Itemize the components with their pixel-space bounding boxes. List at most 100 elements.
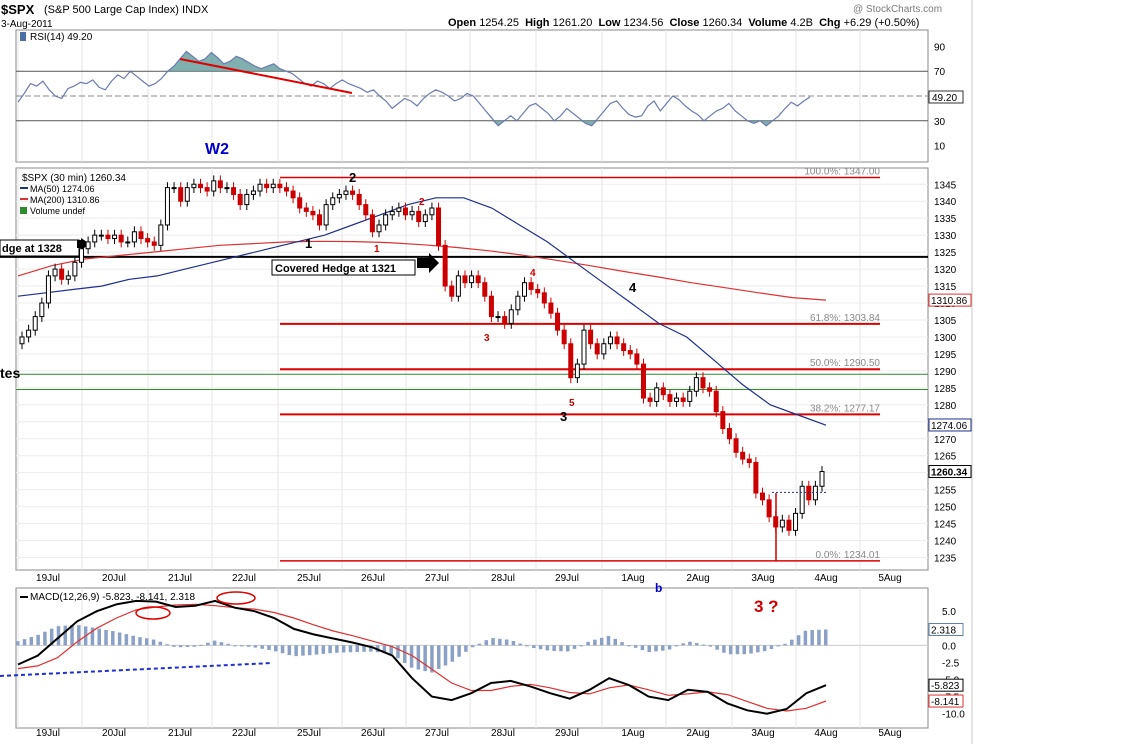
macd-hist-bar [151,639,156,646]
high-label: High [525,17,550,29]
chart-date: 3-Aug-2011 [1,19,53,30]
macd-hist-bar [117,632,122,646]
macd-hist-bar [158,641,163,646]
macd-tag-text: -5.823 [931,681,960,692]
macd-hist-bar [572,645,577,649]
candle-body [713,390,719,413]
macd-circle-2 [216,591,256,605]
candle-body [270,183,276,189]
macd-hist-bar [77,625,81,646]
macd-hist-bar [43,631,47,646]
macd-hist-bar [199,644,203,646]
volume-legend: Volume undef [30,206,86,216]
macd-hist-bar [287,645,292,656]
candle-body [297,197,303,209]
high-value: 1261.20 [552,17,593,29]
price-y-tick: 1245 [934,520,957,531]
candle-body [369,214,375,233]
candle-body [125,241,131,244]
wave-label-4: 4 [629,280,637,295]
x-tick-label: 3Aug [751,728,774,739]
macd-hist-bar [613,638,618,646]
candle-body [561,329,567,345]
macd-hist-bar [538,645,543,650]
x-tick-label: 21Jul [168,728,192,739]
macd-hist-bar [715,645,719,650]
macd-hist-bar [728,645,733,655]
price-y-tick: 1285 [934,384,957,395]
volume-label: Volume [748,17,788,29]
macd-tag-box [928,678,964,692]
macd-hist-bar [138,637,142,646]
candle-body [138,231,144,240]
price-tag-text: 1260.34 [931,468,968,479]
candle-body [449,285,455,297]
candle-body [766,499,772,518]
candle-body [171,187,177,190]
macd-hist-bar [654,645,658,652]
candle-body [198,183,204,189]
macd-y-tick: 5.0 [942,607,956,618]
close-label: Close [669,17,700,29]
macd-hist-bar [246,645,251,647]
candle-body [409,210,415,216]
candle-body [746,458,752,464]
macd-hist-bar [29,637,34,646]
x-tick-label: 28Jul [491,728,515,739]
price-tag-box [928,465,972,479]
macd-hist-bar [219,642,224,646]
macd-hist-bar [606,635,611,646]
macd-hist-bar [314,645,319,655]
candle-body [290,190,296,199]
rsi-line [17,50,811,127]
wave-label-w2: W2 [205,141,229,158]
candle-body [323,204,329,226]
fib-label: 100.0%: 1347.00 [804,166,880,177]
change-value: +6.29 (+0.50%) [843,17,920,29]
macd-hist-bar [498,638,502,646]
fib-label: 61.8%: 1303.84 [810,313,880,324]
price-y-tick: 1290 [934,367,957,378]
macd-hist-bar [559,645,563,652]
candle-body [131,231,137,243]
candle-body [786,519,792,531]
price-y-tick: 1305 [934,316,957,327]
macd-hist-bar [165,644,169,646]
macd-hist-bar [545,645,550,651]
rsi-trendline [179,58,353,94]
macd-hist-bar [552,645,556,651]
candle-body [680,397,686,402]
price-tag-text: 1310.86 [931,296,968,307]
candle-body [283,187,289,192]
low-label: Low [598,17,621,29]
x-tick-label: 22Jul [232,728,256,739]
price-y-tick: 1320 [934,265,957,276]
macd-hist-bar [443,645,448,666]
candle-body [674,397,680,402]
change-label: Chg [819,17,841,29]
candle-body [164,187,170,226]
low-value: 1234.56 [623,17,664,29]
x-tick-label: 20Jul [102,573,126,584]
candle-body [594,343,600,355]
candle-body [257,183,263,192]
macd-hist-bar [226,643,230,646]
macd-hist-bar [70,625,74,646]
macd-hist-bar [762,645,767,652]
candle-body [640,363,646,399]
candle-body [614,336,620,345]
rsi-y-tick: 90 [934,42,946,53]
macd-hist-bar [97,628,101,646]
candle-body [733,438,739,453]
candle-body [528,282,534,290]
macd-hist-bar [504,639,509,646]
price-legend: $SPX (30 min) 1260.34 [22,173,126,184]
macd-hist-bar [307,645,312,656]
wave-label-1: 1 [305,236,312,251]
macd-hist-bar [742,645,747,655]
x-tick-label: 27Jul [425,728,449,739]
x-tick-label: 19Jul [36,573,60,584]
close-value: 1260.34 [702,17,743,29]
price-y-tick: 1235 [934,554,957,565]
